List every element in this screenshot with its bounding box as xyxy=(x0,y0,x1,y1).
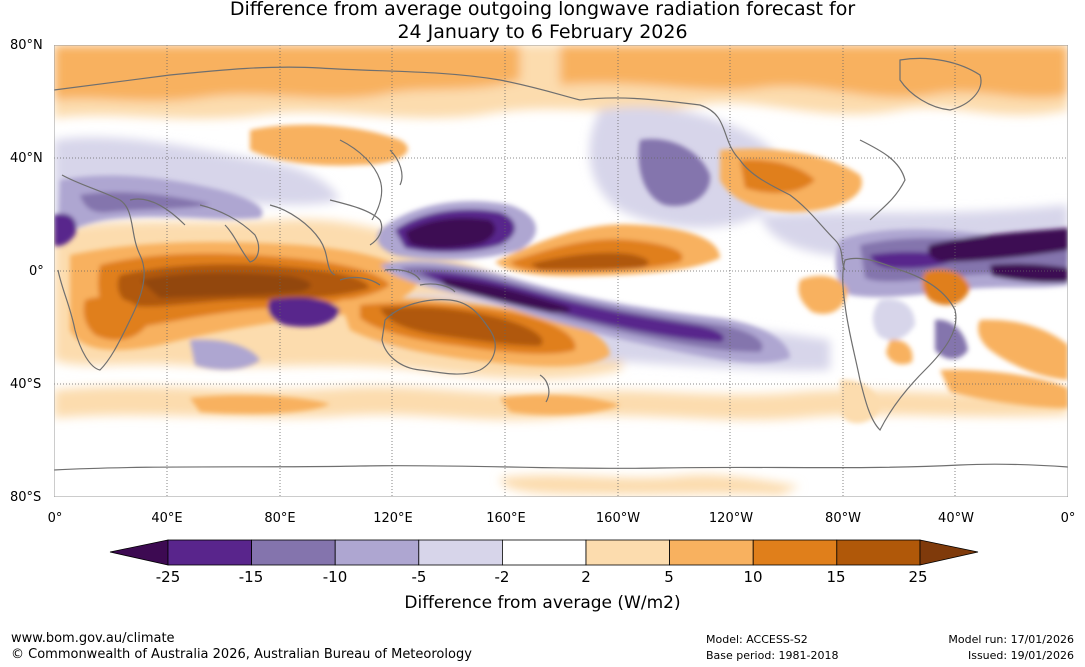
lon-label-160e: 160°E xyxy=(486,511,526,526)
colorbar-tick: -2 xyxy=(494,568,510,586)
colorbar-segment xyxy=(501,539,587,566)
colorbar-tick: 2 xyxy=(581,568,591,586)
lat-label-equator: 0° xyxy=(29,264,44,279)
lat-label-40s: 40°S xyxy=(10,377,42,392)
lon-label-0-east: 0° xyxy=(1060,511,1076,526)
lat-label-80n: 80°N xyxy=(10,38,43,53)
colorbar-title: Difference from average (W/m2) xyxy=(404,593,681,613)
lon-label-120e: 120°E xyxy=(373,511,413,526)
lon-label-80e: 80°E xyxy=(264,511,296,526)
colorbar-tick: -25 xyxy=(155,568,181,586)
colorbar-segment xyxy=(585,539,670,566)
lon-label-40w: 40°W xyxy=(938,511,974,526)
lon-label-120w: 120°W xyxy=(708,511,754,526)
map-field xyxy=(54,45,1068,497)
colorbar-tick: -5 xyxy=(411,568,427,586)
colorbar-left-arrow xyxy=(109,539,169,566)
footer-model: Model: ACCESS-S2 xyxy=(706,633,808,646)
colorbar-segment xyxy=(418,539,503,566)
lon-label-80w: 80°W xyxy=(825,511,861,526)
footer-website: www.bom.gov.au/climate xyxy=(11,631,175,646)
colorbar-segment xyxy=(251,539,336,566)
graticule xyxy=(54,45,1068,497)
footer-copyright: © Commonwealth of Australia 2026, Austra… xyxy=(11,647,472,662)
colorbar-tick: -15 xyxy=(238,568,264,586)
colorbar-segment xyxy=(669,539,754,566)
colorbar-tick: 5 xyxy=(664,568,674,586)
colorbar-tick: -10 xyxy=(322,568,348,586)
lat-label-80s: 80°S xyxy=(10,490,42,505)
lon-label-0-west: 0° xyxy=(47,511,63,526)
coastlines xyxy=(54,57,1068,471)
lon-label-160w: 160°W xyxy=(595,511,641,526)
footer-issued: Issued: 19/01/2026 xyxy=(967,649,1074,662)
colorbar xyxy=(109,539,979,566)
anomaly-features xyxy=(54,124,1068,424)
map-title-line-2: 24 January to 6 February 2026 xyxy=(397,21,688,43)
colorbar-tick: 10 xyxy=(743,568,763,586)
colorbar-segment xyxy=(836,539,921,566)
colorbar-tick: 15 xyxy=(826,568,846,586)
colorbar-right-arrow xyxy=(919,539,979,566)
lat-label-40n: 40°N xyxy=(10,151,43,166)
footer-model-run: Model run: 17/01/2026 xyxy=(948,633,1074,646)
footer-base-period: Base period: 1981-2018 xyxy=(706,649,839,662)
colorbar-segment xyxy=(167,539,252,566)
colorbar-segment xyxy=(334,539,420,566)
colorbar-segment xyxy=(752,539,838,566)
lon-label-40e: 40°E xyxy=(151,511,183,526)
map-title-line-1: Difference from average outgoing longwav… xyxy=(229,0,856,20)
colorbar-tick: 25 xyxy=(908,568,928,586)
